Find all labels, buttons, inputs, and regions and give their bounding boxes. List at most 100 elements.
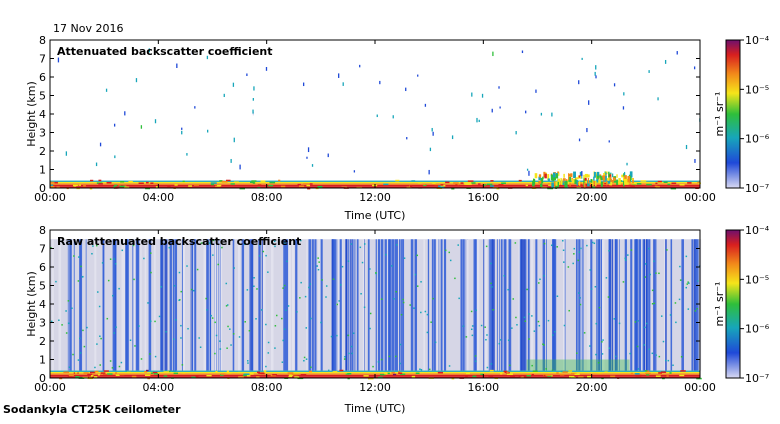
noise-speck (507, 288, 509, 291)
surface-speck (118, 183, 121, 186)
noise-speck (474, 360, 477, 363)
noise-speck (498, 342, 501, 345)
noise-speck (165, 330, 167, 333)
surface-speck (646, 181, 650, 184)
noise-speck (196, 268, 199, 271)
noise-speck (694, 310, 697, 312)
surface-speck (243, 373, 250, 375)
noise-streak (115, 239, 117, 371)
cloud-cell (562, 182, 565, 186)
noise-streak (251, 239, 254, 371)
noise-speck (318, 261, 320, 263)
surface-speck (72, 184, 78, 187)
noise-speck (601, 353, 604, 355)
noise-streak (535, 239, 538, 371)
noise-streak (238, 239, 241, 371)
noise-speck (303, 356, 306, 359)
instrument-footer: Sodankyla CT25K ceilometer (3, 403, 181, 416)
noise-speck (543, 242, 546, 245)
sparse-echo (176, 63, 178, 69)
sparse-echo (307, 147, 310, 153)
noise-speck (674, 302, 677, 304)
sparse-echo (392, 115, 394, 119)
noise-speck (336, 334, 338, 337)
noise-speck (651, 352, 654, 355)
noise-streak (356, 239, 359, 371)
cloud-cell (571, 178, 575, 184)
x-tick-label: 00:00 (34, 381, 66, 394)
noise-speck (305, 327, 308, 329)
noise-streak (423, 239, 425, 371)
noise-streak (642, 239, 644, 371)
noise-speck (67, 322, 70, 325)
noise-streak (367, 239, 370, 371)
noise-speck (608, 250, 610, 252)
surface-speck (547, 187, 553, 190)
noise-streak (500, 239, 503, 371)
noise-speck (457, 244, 459, 246)
surface-speck (280, 185, 286, 188)
cloud-cell (538, 174, 542, 178)
noise-speck (275, 314, 278, 317)
sparse-echo (417, 74, 419, 77)
surface-speck (206, 374, 212, 377)
surface-speck (384, 372, 388, 375)
noise-speck (528, 338, 530, 340)
sparse-echo (342, 82, 344, 86)
noise-speck (562, 249, 565, 252)
x-tick-label: 04:00 (142, 381, 174, 394)
noise-speck (71, 307, 73, 310)
surface-speck (226, 179, 231, 182)
noise-speck (594, 285, 597, 288)
surface-speck (309, 370, 313, 373)
surface-speck (263, 370, 267, 372)
noise-speck (140, 358, 143, 360)
surface-speck (486, 183, 493, 186)
noise-speck (672, 364, 674, 367)
noise-streak (464, 239, 466, 371)
cloud-cell (574, 179, 577, 185)
cloud-cell (587, 177, 590, 184)
noise-streak (427, 239, 430, 371)
noise-speck (132, 244, 135, 247)
plot-area (50, 40, 700, 188)
cloud-cell (608, 171, 610, 178)
cloud-cell (590, 179, 593, 183)
cloud-cell (600, 176, 603, 181)
noise-streak (527, 239, 530, 371)
noise-speck (680, 356, 683, 358)
noise-speck (361, 261, 364, 264)
noise-speck (50, 246, 52, 249)
surface-speck (145, 187, 150, 190)
noise-speck (209, 242, 211, 245)
noise-speck (258, 255, 261, 257)
noise-speck (687, 281, 689, 283)
surface-speck (74, 372, 78, 374)
noise-speck (369, 312, 372, 315)
cloud-cell (600, 181, 603, 187)
noise-speck (490, 363, 493, 365)
noise-speck (416, 285, 419, 287)
noise-speck (449, 259, 452, 262)
surface-speck (97, 373, 101, 376)
noise-streak (665, 239, 667, 371)
noise-streak (339, 239, 342, 371)
sparse-echo (498, 86, 500, 89)
surface-speck (98, 179, 102, 182)
noise-speck (426, 313, 429, 316)
noise-speck (352, 332, 355, 335)
sparse-echo (265, 67, 268, 71)
surface-speck (210, 182, 217, 184)
y-tick-label: 8 (39, 34, 46, 47)
noise-speck (607, 296, 610, 298)
cloud-cell (547, 178, 550, 181)
noise-speck (210, 314, 212, 317)
noise-speck (491, 286, 493, 288)
noise-speck (109, 258, 112, 260)
sparse-echo (648, 70, 650, 73)
surface-speck (488, 375, 494, 378)
surface-speck (547, 183, 550, 185)
surface-speck (67, 375, 73, 378)
surface-speck (562, 371, 568, 373)
noise-streak (295, 239, 298, 371)
